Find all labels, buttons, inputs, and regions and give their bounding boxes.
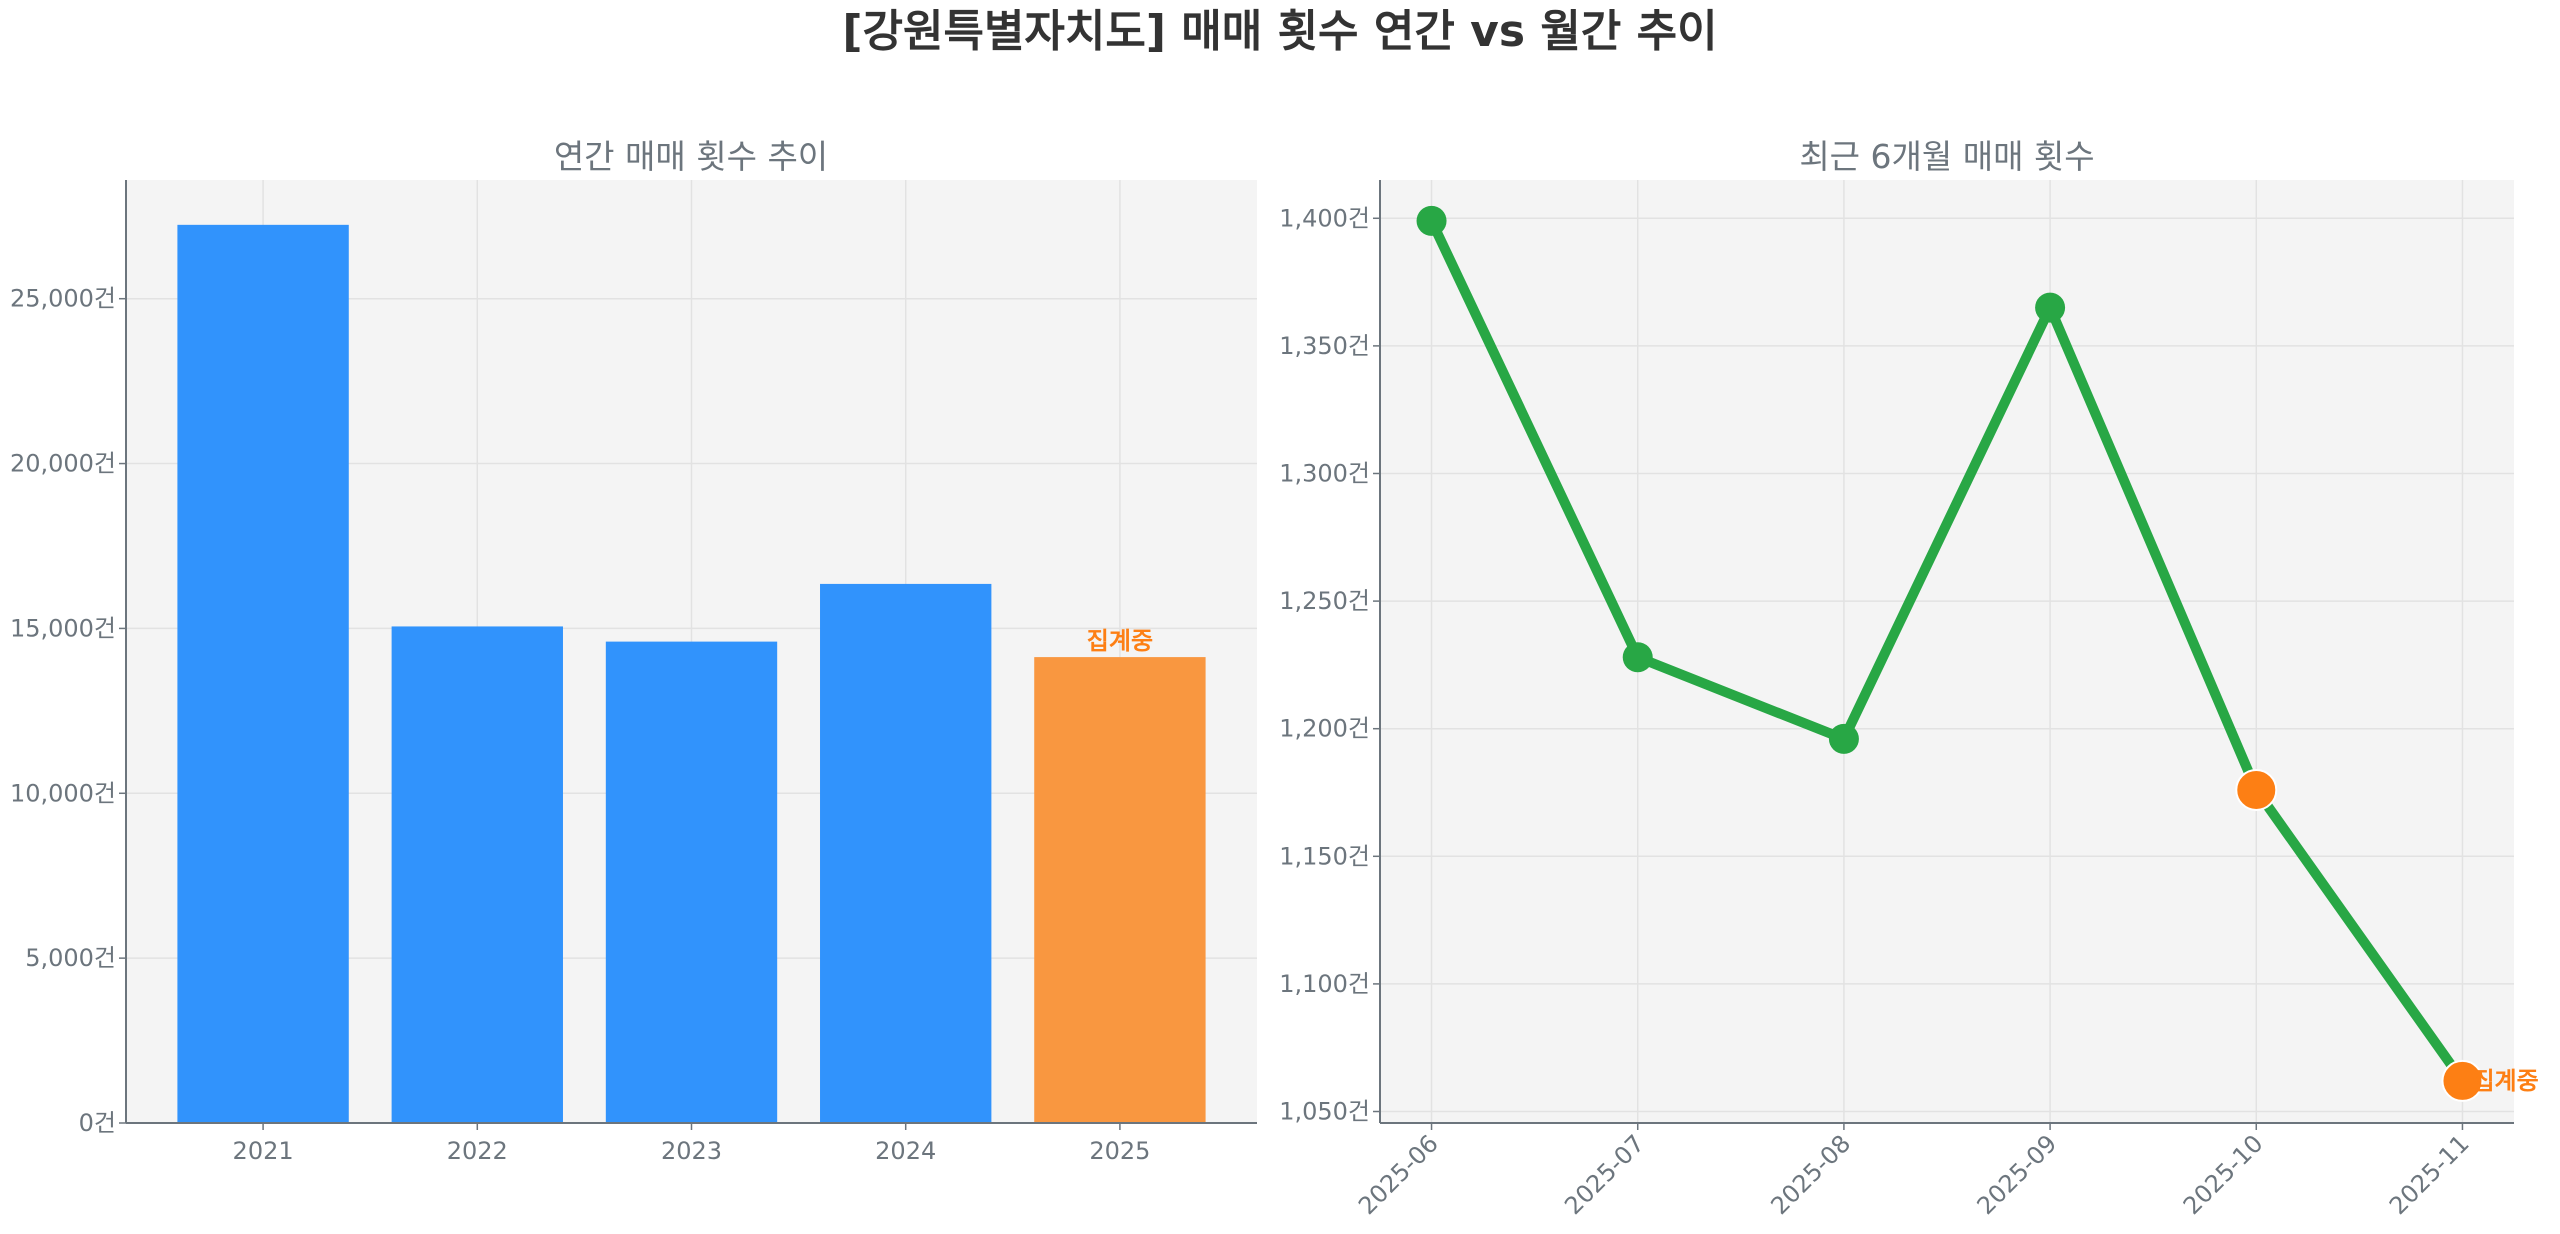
y-tick-label: 10,000건 — [10, 779, 116, 807]
y-tick-label: 5,000건 — [25, 944, 116, 972]
line-chart-title: 최근 6개월 매매 횟수 — [1799, 137, 2094, 176]
partial-annotation: 집계중 — [2472, 1067, 2538, 1095]
bar-2024 — [820, 583, 992, 1123]
figure-title: [강원특별자치도] 매매 횟수 연간 vs 월간 추이 — [842, 6, 1717, 57]
data-point-2025-06 — [1416, 205, 1447, 236]
series-line — [1427, 218, 2467, 1084]
x-tick-label: 2025-11 — [2384, 1129, 2475, 1220]
x-tick-label: 2025-08 — [1765, 1129, 1856, 1220]
x-tick-label: 2023 — [661, 1137, 722, 1165]
y-tick-label: 1,150건 — [1279, 842, 1370, 870]
y-tick-label: 15,000건 — [10, 614, 116, 642]
y-tick-label: 1,350건 — [1279, 332, 1370, 360]
data-point-2025-09 — [2035, 292, 2066, 323]
data-point-2025-08 — [1828, 723, 1859, 754]
bar-chart: 0건 5,000건 10,000건 15,000건 20,000건 25,000건 2021… — [10, 180, 1257, 1165]
x-tick-label: 2025-10 — [2178, 1129, 2269, 1220]
y-tick-label: 20,000건 — [10, 450, 116, 478]
x-tick-label: 2022 — [447, 1137, 508, 1165]
plot-background — [1380, 180, 2514, 1123]
y-tick-label: 0건 — [79, 1109, 116, 1137]
x-tick-label: 2025 — [1089, 1137, 1150, 1165]
x-tick-label: 2024 — [875, 1137, 936, 1165]
data-point-2025-11 — [2441, 1059, 2484, 1102]
x-tick-label: 2025-06 — [1353, 1129, 1444, 1220]
x-tick-label: 2025-07 — [1559, 1129, 1650, 1220]
x-tick-label: 2025-09 — [1972, 1129, 2063, 1220]
bar-2022 — [391, 626, 563, 1123]
x-tick-label: 2021 — [233, 1137, 294, 1165]
y-tick-label: 1,250건 — [1279, 587, 1370, 615]
line-chart: 1,050건 1,100건 1,150건 1,200건 1,250건 1,300건 1,35… — [1279, 180, 2539, 1220]
y-tick-label: 1,050건 — [1279, 1098, 1370, 1126]
partial-annotation: 집계중 — [1087, 627, 1153, 655]
y-tick-label: 1,200건 — [1279, 715, 1370, 743]
y-tick-label: 1,400건 — [1279, 204, 1370, 232]
bar-2021 — [177, 224, 349, 1123]
bar-2025 — [1034, 657, 1206, 1123]
y-tick-label: 25,000건 — [10, 285, 116, 313]
data-point-2025-10 — [2235, 768, 2278, 811]
y-tick-label: 1,100건 — [1279, 970, 1370, 998]
bar-chart-title: 연간 매매 횟수 추이 — [554, 137, 828, 176]
bar-2023 — [605, 641, 778, 1123]
data-point-2025-07 — [1622, 642, 1653, 673]
y-tick-label: 1,300건 — [1279, 459, 1370, 487]
